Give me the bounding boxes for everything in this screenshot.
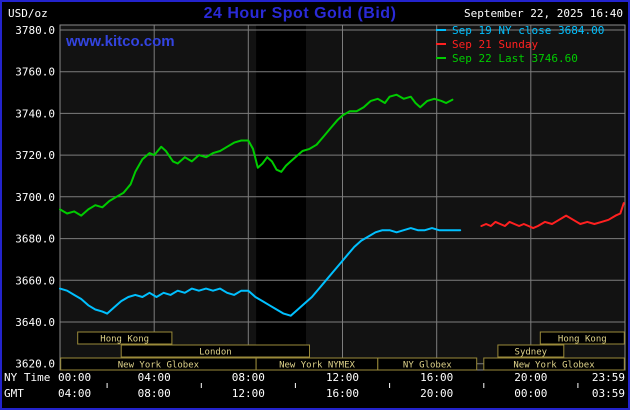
datetime-label: September 22, 2025 16:40: [464, 7, 623, 20]
dark-session-band: [256, 25, 306, 370]
legend-item-sep22: Sep 22 Last 3746.60: [436, 51, 604, 65]
x-tick-label-gmt: 03:59: [592, 387, 625, 400]
legend-item-sep19: Sep 19 NY close 3684.00: [436, 23, 604, 37]
y-tick-label: 3620.0: [15, 358, 55, 371]
x-tick-label-ny: 00:00: [58, 371, 91, 384]
session-box: [377, 357, 478, 371]
session-box-label: Hong Kong: [558, 335, 607, 345]
y-tick-label: 3740.0: [15, 107, 55, 120]
y-tick-label: 3780.0: [15, 24, 55, 37]
x-tick-label-gmt: 16:00: [326, 387, 359, 400]
y-tick-label: 3640.0: [15, 316, 55, 329]
y-tick-label: 3760.0: [15, 66, 55, 79]
price-line-sep22: [59, 93, 454, 217]
legend-dash-icon: [436, 43, 446, 45]
x-tick-label-ny: 16:00: [420, 371, 453, 384]
session-box-label: New York Globex: [118, 361, 200, 371]
y-tick-label: 3680.0: [15, 233, 55, 246]
x-tick-label-gmt: 08:00: [138, 387, 171, 400]
session-box: [539, 331, 625, 345]
y-axis-units-label: USD/oz: [8, 7, 48, 20]
session-box: [497, 344, 565, 358]
legend-dash-icon: [436, 57, 446, 59]
x-tick-label-ny: 08:00: [232, 371, 265, 384]
session-box: [483, 357, 625, 371]
x-tick-label-ny: 12:00: [326, 371, 359, 384]
legend-item-sep21: Sep 21 Sunday: [436, 37, 604, 51]
legend-dash-icon: [436, 29, 446, 31]
legend-label: Sep 19 NY close 3684.00: [452, 23, 605, 37]
session-box: [77, 331, 173, 345]
x-tick-label-gmt: 20:00: [420, 387, 453, 400]
session-box-label: NY Globex: [403, 361, 452, 371]
chart-title: 24 Hour Spot Gold (Bid): [203, 5, 397, 22]
kitco-watermark-link[interactable]: www.kitco.com: [66, 33, 175, 50]
session-box-label: New York NYMEX: [279, 361, 355, 371]
ny-time-axis-label: NY Time: [4, 371, 50, 384]
legend-label: Sep 22 Last 3746.60: [452, 51, 578, 65]
x-tick-label-ny: 04:00: [138, 371, 171, 384]
y-tick-label: 3660.0: [15, 274, 55, 287]
session-box: [120, 344, 310, 358]
y-tick-label: 3700.0: [15, 191, 55, 204]
price-line-sep21: [480, 202, 625, 230]
session-box-label: New York Globex: [513, 361, 595, 371]
gmt-axis-label: GMT: [4, 387, 24, 400]
price-line-sep19: [59, 227, 462, 317]
x-tick-label-gmt: 00:00: [514, 387, 547, 400]
y-tick-label: 3720.0: [15, 149, 55, 162]
x-tick-label-gmt: 12:00: [232, 387, 265, 400]
legend: Sep 19 NY close 3684.00 Sep 21 Sunday Sep …: [436, 23, 604, 65]
session-box-label: London: [199, 348, 232, 358]
session-box-label: Sydney: [515, 348, 548, 358]
legend-label: Sep 21 Sunday: [452, 37, 539, 51]
x-tick-label-ny: 23:59: [592, 371, 625, 384]
session-box-label: Hong Kong: [100, 335, 149, 345]
x-tick-label-ny: 20:00: [514, 371, 547, 384]
x-tick-label-gmt: 04:00: [58, 387, 91, 400]
